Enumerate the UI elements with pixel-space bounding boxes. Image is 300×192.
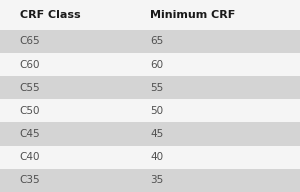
Text: C45: C45: [20, 129, 40, 139]
Bar: [0, 76, 300, 99]
Bar: [0, 53, 300, 76]
Text: 50: 50: [150, 106, 163, 116]
Text: C50: C50: [20, 106, 40, 116]
Text: C40: C40: [20, 152, 40, 162]
Text: 65: 65: [150, 36, 163, 46]
Bar: [0, 30, 300, 53]
Text: Minimum CRF: Minimum CRF: [150, 11, 235, 21]
Bar: [0, 146, 300, 169]
Text: C55: C55: [20, 83, 40, 93]
Text: CRF Class: CRF Class: [20, 11, 80, 21]
Bar: [0, 122, 300, 146]
Bar: [0, 99, 300, 122]
Text: 60: 60: [150, 60, 163, 70]
Text: 55: 55: [150, 83, 163, 93]
Text: 45: 45: [150, 129, 163, 139]
Text: C35: C35: [20, 175, 40, 185]
Text: 35: 35: [150, 175, 163, 185]
Text: 40: 40: [150, 152, 163, 162]
Bar: [0, 169, 300, 192]
Text: C65: C65: [20, 36, 40, 46]
Text: C60: C60: [20, 60, 40, 70]
